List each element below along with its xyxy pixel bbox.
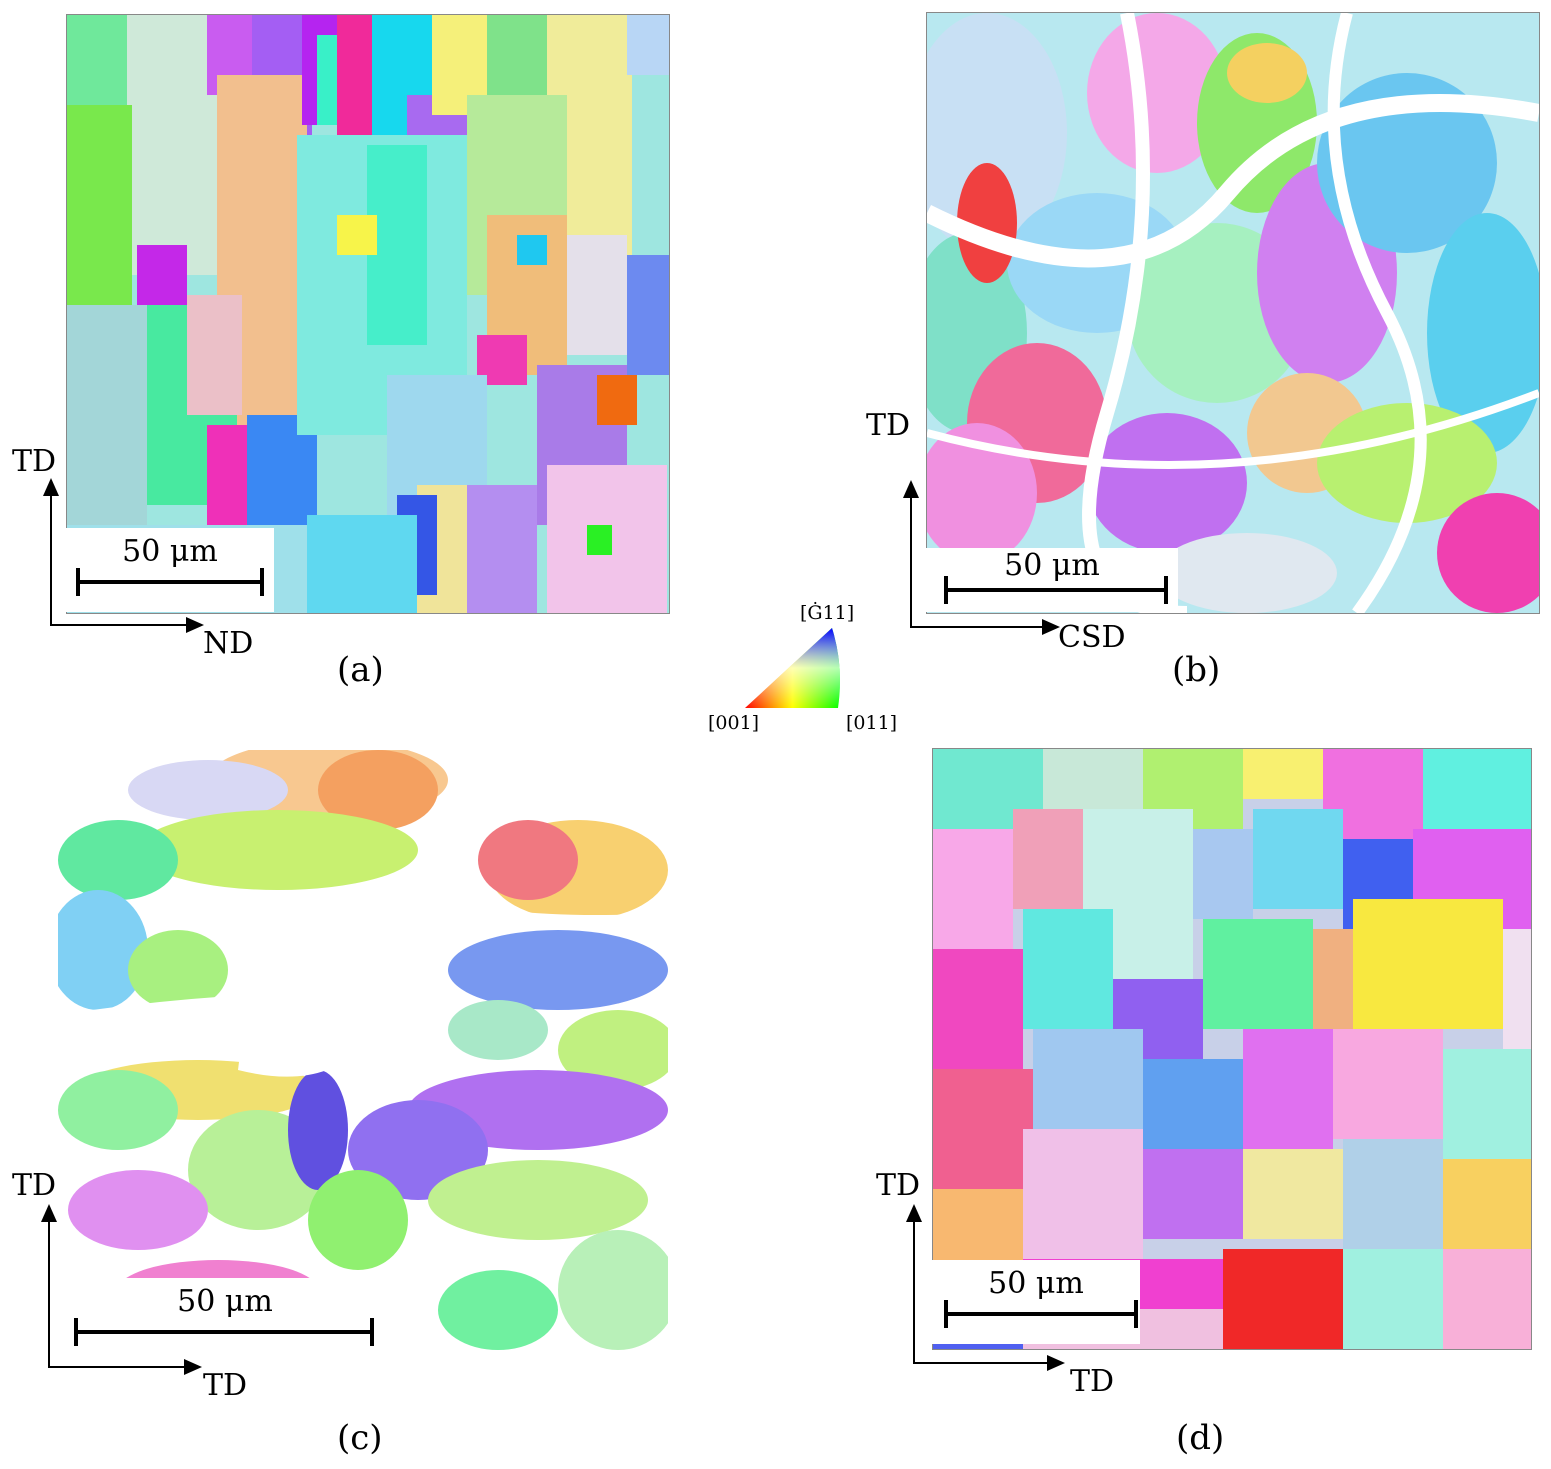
grain-map-b-image	[927, 13, 1539, 613]
scale-label-c: 50 μm	[177, 1284, 273, 1319]
scale-box-a: 50 μm	[66, 528, 274, 612]
scale-label-d: 50 μm	[988, 1266, 1084, 1301]
axis-label-vertical-d: TD	[876, 1168, 921, 1203]
axis-line-horizontal-a	[50, 624, 190, 626]
scale-tick-left-a	[76, 568, 80, 596]
scale-bar-b	[946, 588, 1166, 592]
caption-a: (a)	[337, 650, 384, 690]
arrow-right-icon	[184, 1359, 202, 1375]
axis-label-horizontal-d: TD	[1070, 1364, 1115, 1399]
caption-b: (b)	[1172, 650, 1221, 690]
scale-tick-right-b	[1164, 576, 1168, 604]
axis-label-horizontal-c: TD	[203, 1368, 248, 1403]
scale-box-d: 50 μm	[932, 1260, 1140, 1344]
arrow-right-icon	[1042, 619, 1060, 635]
scale-tick-right-d	[1134, 1300, 1138, 1328]
axis-line-vertical-a	[50, 492, 52, 626]
scale-tick-left-d	[944, 1300, 948, 1328]
grain-map-c-image	[58, 750, 668, 1362]
scale-bar-a	[78, 580, 262, 584]
ipf-label-right: [011]	[846, 712, 898, 734]
scale-bar-c	[76, 1330, 374, 1334]
scale-bar-d	[946, 1312, 1136, 1316]
axis-label-vertical-b: TD	[866, 408, 911, 443]
axis-label-vertical-a: TD	[12, 444, 57, 479]
scale-box-b: 50 μm	[926, 548, 1178, 612]
axis-line-horizontal-d	[913, 1362, 1051, 1364]
scale-tick-left-b	[944, 576, 948, 604]
scale-label-a: 50 μm	[122, 534, 218, 569]
axis-line-vertical-d	[913, 1218, 915, 1364]
axis-label-horizontal-b: CSD	[1058, 620, 1126, 655]
axis-line-vertical-c	[48, 1218, 50, 1368]
grain-map-d-image	[933, 749, 1531, 1349]
arrow-right-icon	[1047, 1355, 1065, 1371]
axis-label-vertical-c: TD	[12, 1168, 57, 1203]
ebsd-map-d	[932, 748, 1532, 1350]
ipf-label-top: [Ġ11]	[800, 602, 855, 624]
arrow-right-icon	[186, 617, 204, 633]
ebsd-map-b	[926, 12, 1540, 614]
axis-line-horizontal-b	[910, 626, 1046, 628]
ipf-triangle-icon	[745, 628, 840, 708]
grain-map-a-image	[67, 15, 669, 613]
arrow-up-icon	[41, 1204, 57, 1222]
arrow-up-icon	[903, 480, 919, 498]
ebsd-map-c	[58, 750, 668, 1362]
scale-tick-right-a	[260, 568, 264, 596]
caption-d: (d)	[1176, 1418, 1225, 1458]
scale-tick-right-c	[370, 1318, 374, 1346]
axis-line-horizontal-c	[48, 1366, 188, 1368]
arrow-up-icon	[43, 478, 59, 496]
caption-c: (c)	[337, 1418, 383, 1458]
axis-line-vertical-b	[910, 494, 912, 628]
ipf-legend: [Ġ11] [001] [011]	[700, 596, 910, 746]
scale-tick-left-c	[74, 1318, 78, 1346]
ebsd-map-a	[66, 14, 670, 614]
axis-label-horizontal-a: ND	[203, 626, 254, 661]
arrow-up-icon	[906, 1204, 922, 1222]
scale-box-c: 50 μm	[58, 1278, 392, 1362]
scale-label-b: 50 μm	[1004, 548, 1100, 583]
ipf-label-left: [001]	[708, 712, 760, 734]
